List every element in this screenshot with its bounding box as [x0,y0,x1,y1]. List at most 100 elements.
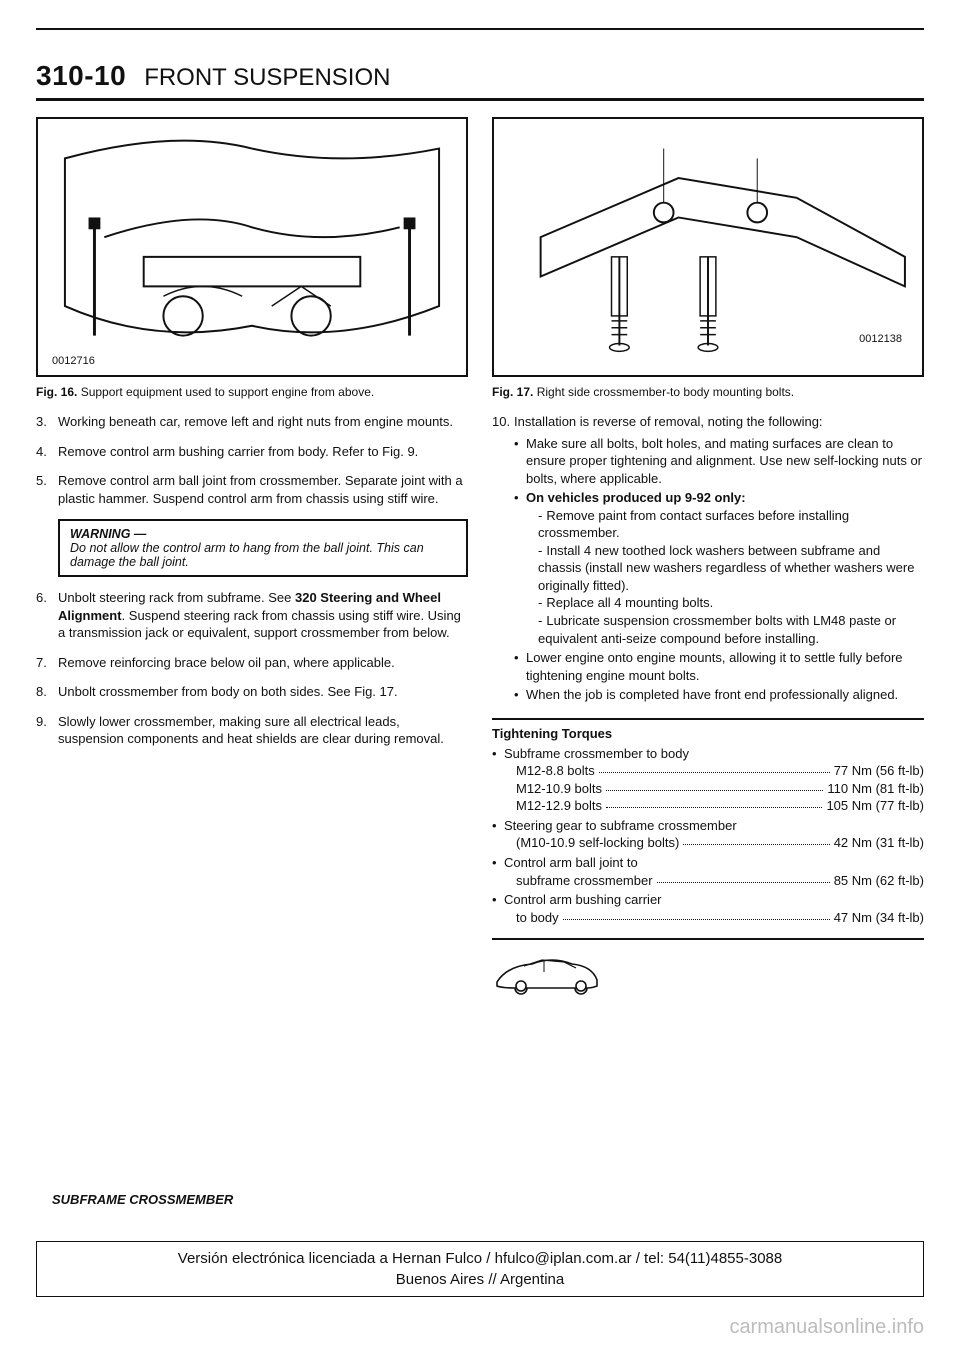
torque-3a-val: 85 Nm (62 ft-lb) [834,872,924,890]
left-steps-list-2: 6. Unbolt steering rack from subframe. S… [36,589,468,748]
torque-1c-label: M12-12.9 bolts [516,797,602,815]
left-column: 0012716 Fig. 16. Support equipment used … [36,117,468,996]
step-7-num: 7. [36,654,58,672]
torque-3a-label: subframe crossmember [516,872,653,890]
page-number: 310-10 [36,60,126,92]
step-10-b4: When the job is completed have front end… [514,686,924,704]
torque-1b-val: 110 Nm (81 ft-lb) [827,780,924,798]
figure-16-caption: Fig. 16. Support equipment used to suppo… [36,385,468,399]
right-steps-list: 10. Installation is reverse of removal, … [492,413,924,706]
step-10-b2: On vehicles produced up 9-92 only: Remov… [514,489,924,647]
figure-16-ref: 0012716 [52,355,95,367]
page-header: 310-10 FRONT SUSPENSION [36,60,924,92]
torque-2-label: Steering gear to subframe crossmember [504,818,737,833]
footer-section-label: SUBFRAME CROSSMEMBER [52,1192,233,1207]
step-10-b2c: Replace all 4 mounting bolts. [538,594,924,612]
header-rule [36,98,924,101]
dots-icon [606,797,822,808]
torque-3-label: Control arm ball joint to [504,855,638,870]
step-6-text: Unbolt steering rack from subframe. See … [58,589,468,642]
step-9-num: 9. [36,713,58,748]
torque-4a-val: 47 Nm (34 ft-lb) [834,909,924,927]
figure-16-caption-text: Support equipment used to support engine… [81,385,375,399]
torque-1a-label: M12-8.8 bolts [516,762,595,780]
step-5-num: 5. [36,472,58,507]
page-title: FRONT SUSPENSION [144,64,390,92]
step-4: 4. Remove control arm bushing carrier fr… [36,443,468,461]
figure-17: 0012138 [492,117,924,377]
step-10: 10. Installation is reverse of removal, … [492,413,924,706]
figure-17-illustration [494,119,922,375]
torques-top-rule [492,718,924,720]
torque-item-2: Steering gear to subframe crossmember (M… [492,817,924,852]
car-silhouette [492,952,924,996]
warning-title: WARNING — [70,527,146,541]
license-box: Versión electrónica licenciada a Hernan … [36,1241,924,1297]
warning-box: WARNING — Do not allow the control arm t… [58,519,468,577]
step-10-b2-sublist: Remove paint from contact surfaces befor… [526,507,924,647]
figure-17-caption: Fig. 17. Right side crossmember-to body … [492,385,924,399]
step-9-text: Slowly lower crossmember, making sure al… [58,713,468,748]
step-3: 3. Working beneath car, remove left and … [36,413,468,431]
step-10-b3: Lower engine onto engine mounts, allowin… [514,649,924,684]
step-10-bullets: Make sure all bolts, bolt holes, and mat… [514,435,924,704]
content-columns: 0012716 Fig. 16. Support equipment used … [36,117,924,996]
torque-2a-val: 42 Nm (31 ft-lb) [834,834,924,852]
license-line-1: Versión electrónica licenciada a Hernan … [41,1248,919,1269]
step-5: 5. Remove control arm ball joint from cr… [36,472,468,507]
step-8: 8. Unbolt crossmember from body on both … [36,683,468,701]
step-7-text: Remove reinforcing brace below oil pan, … [58,654,468,672]
torque-3a-row: subframe crossmember 85 Nm (62 ft-lb) [504,872,924,890]
step-10-body: Installation is reverse of removal, noti… [514,413,924,706]
right-column: 0012138 Fig. 17. Right side crossmember-… [492,117,924,996]
step-10-b2b: Install 4 new toothed lock washers betwe… [538,542,924,595]
torque-1a-row: M12-8.8 bolts 77 Nm (56 ft-lb) [504,762,924,780]
step-10-b2a: Remove paint from contact surfaces befor… [538,507,924,542]
torque-2a-row: (M10-10.9 self-locking bolts) 42 Nm (31 f… [504,834,924,852]
torque-2a-label: (M10-10.9 self-locking bolts) [516,834,679,852]
torque-1a-val: 77 Nm (56 ft-lb) [834,762,924,780]
step-10-b1: Make sure all bolts, bolt holes, and mat… [514,435,924,488]
page: 310-10 FRONT SUSPENSION [0,0,960,1357]
step-7: 7. Remove reinforcing brace below oil pa… [36,654,468,672]
step-4-text: Remove control arm bushing carrier from … [58,443,468,461]
step-3-num: 3. [36,413,58,431]
step-9: 9. Slowly lower crossmember, making sure… [36,713,468,748]
warning-body: Do not allow the control arm to hang fro… [70,541,424,569]
torque-1c-val: 105 Nm (77 ft-lb) [826,797,924,815]
figure-17-caption-text: Right side crossmember-to body mounting … [537,385,794,399]
torques-bottom-rule [492,938,924,940]
dots-icon [606,780,823,791]
torque-1-label: Subframe crossmember to body [504,746,689,761]
step-10-text: Installation is reverse of removal, noti… [514,414,823,429]
dots-icon [599,762,830,773]
top-rule [36,28,924,30]
figure-17-ref: 0012138 [859,333,902,345]
dots-icon [657,872,830,883]
torque-item-1: Subframe crossmember to body M12-8.8 bol… [492,745,924,815]
step-4-num: 4. [36,443,58,461]
figure-16-illustration [38,119,466,375]
figure-16: 0012716 [36,117,468,377]
torques-title: Tightening Torques [492,726,924,741]
torque-4a-label: to body [516,909,559,927]
step-6-pre: Unbolt steering rack from subframe. See [58,590,295,605]
step-10-num: 10. [492,413,514,706]
figure-17-num: Fig. 17. [492,385,533,399]
torque-1c-row: M12-12.9 bolts 105 Nm (77 ft-lb) [504,797,924,815]
car-icon [492,952,602,996]
step-6-num: 6. [36,589,58,642]
step-6: 6. Unbolt steering rack from subframe. S… [36,589,468,642]
torques-list: Subframe crossmember to body M12-8.8 bol… [492,745,924,926]
torque-1b-row: M12-10.9 bolts 110 Nm (81 ft-lb) [504,780,924,798]
dots-icon [683,834,829,845]
torque-4a-row: to body 47 Nm (34 ft-lb) [504,909,924,927]
step-8-num: 8. [36,683,58,701]
watermark: carmanualsonline.info [729,1316,924,1339]
figure-16-num: Fig. 16. [36,385,77,399]
torque-1b-label: M12-10.9 bolts [516,780,602,798]
step-10-b2-title: On vehicles produced up 9-92 only: [526,490,746,505]
license-line-2: Buenos Aires // Argentina [41,1269,919,1290]
torque-item-4: Control arm bushing carrier to body47 Nm… [492,891,924,926]
step-10-b2d: Lubricate suspension crossmember bolts w… [538,612,924,647]
